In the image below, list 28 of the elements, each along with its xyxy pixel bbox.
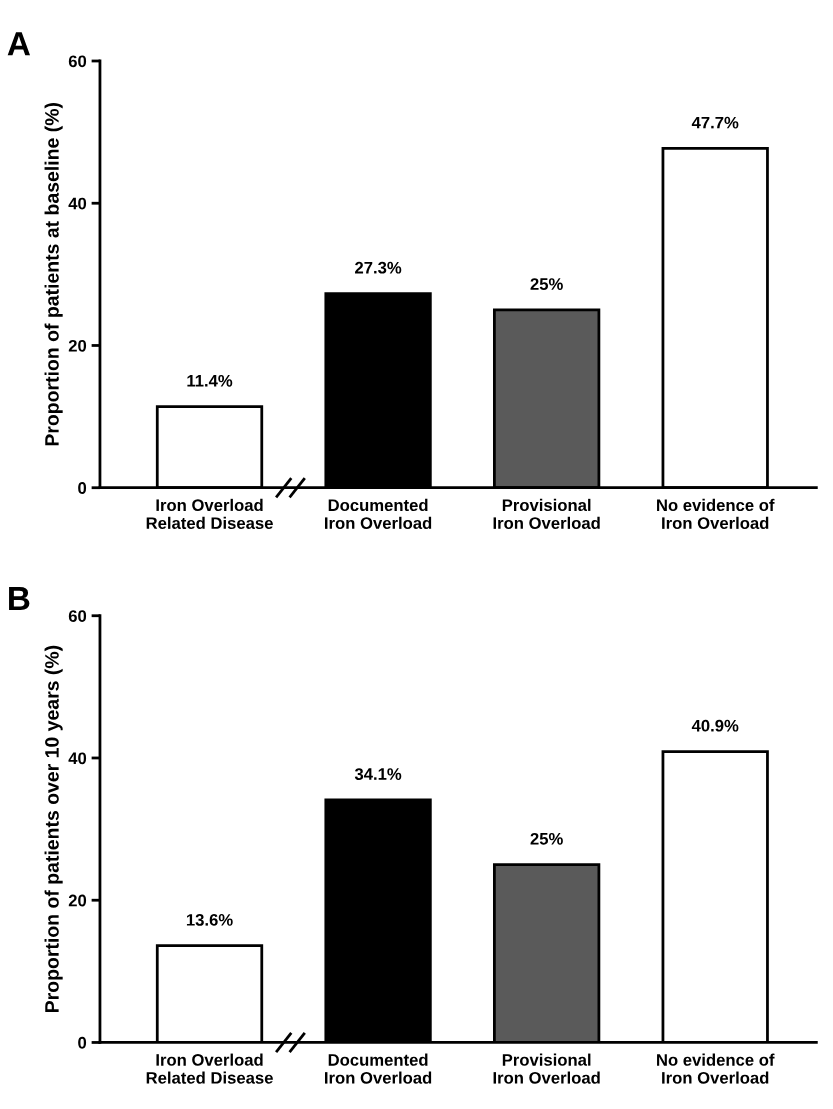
data-label: 13.6% bbox=[186, 913, 233, 926]
x-tick-label: Documented Iron Overload bbox=[325, 498, 432, 530]
x-tick-label: Provisional Iron Overload bbox=[493, 1053, 600, 1084]
y-tick-label: 0 bbox=[78, 482, 87, 494]
x-tick-label: Provisional Iron Overload bbox=[493, 498, 600, 530]
data-label: 11.4% bbox=[187, 374, 233, 387]
y-tick-label: 60 bbox=[68, 610, 87, 622]
data-label: 25% bbox=[530, 278, 563, 290]
data-label: 34.1% bbox=[354, 768, 402, 780]
data-label: 27.3% bbox=[355, 261, 402, 274]
chart-title: B bbox=[9, 587, 30, 611]
x-tick-label: Iron Overload Related Disease bbox=[146, 1053, 273, 1084]
data-label: 25% bbox=[530, 832, 563, 845]
y-tick-label: 20 bbox=[68, 894, 87, 907]
y-tick-label: 40 bbox=[68, 197, 87, 210]
x-tick-label: Iron Overload Related Disease bbox=[146, 498, 273, 530]
data-label: 47.7% bbox=[691, 116, 739, 129]
x-tick-label: No evidence of Iron Overload bbox=[657, 1053, 775, 1084]
y-axis-title: Proportion of patients at baseline (%) bbox=[44, 103, 63, 446]
y-tick-label: 40 bbox=[68, 752, 87, 765]
y-tick-label: 20 bbox=[68, 339, 87, 352]
x-tick-label: Documented Iron Overload bbox=[325, 1053, 432, 1084]
x-tick-label: No evidence of Iron Overload bbox=[657, 498, 775, 530]
y-tick-label: 0 bbox=[78, 1036, 87, 1049]
data-label: 40.9% bbox=[691, 719, 739, 732]
y-tick-label: 60 bbox=[68, 55, 87, 68]
chart-title: A bbox=[7, 32, 31, 56]
y-axis-title: Proportion of patients over 10 years (%) bbox=[44, 645, 63, 1013]
